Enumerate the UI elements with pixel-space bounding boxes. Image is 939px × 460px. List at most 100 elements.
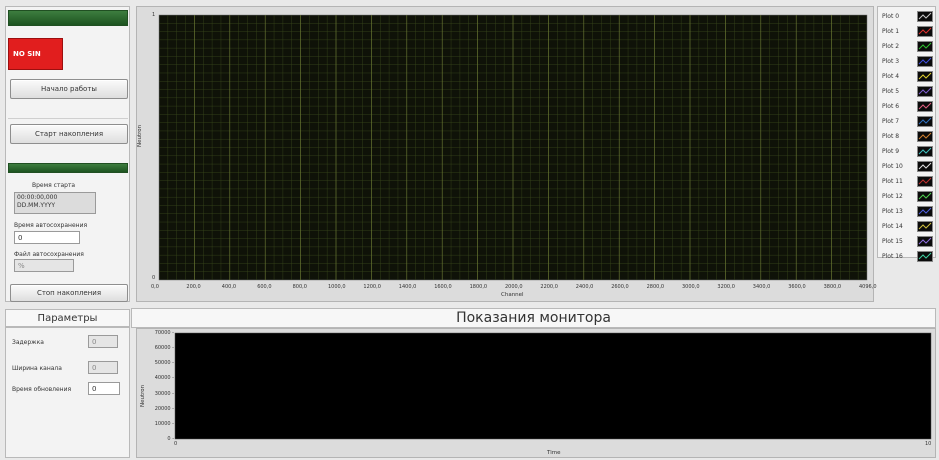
legend-swatch-icon[interactable]	[917, 236, 933, 247]
legend-item[interactable]: Plot 9	[878, 144, 935, 159]
monitor-y-tick: 0 -	[167, 436, 174, 442]
stop-accumulation-button[interactable]: Стоп накопления	[10, 284, 128, 302]
autosave-time-input[interactable]: 0	[14, 231, 80, 244]
divider	[8, 118, 128, 119]
plot-line-icon	[918, 207, 932, 215]
legend-item[interactable]: Plot 14	[878, 219, 935, 234]
legend-item-label: Plot 0	[882, 13, 900, 20]
spectrum-x-tick: 400,0	[221, 284, 237, 290]
top-status-bar	[8, 10, 128, 26]
legend-swatch-icon[interactable]	[917, 116, 933, 127]
monitor-xlabel: Time	[547, 450, 561, 456]
accumulation-status-bar	[8, 163, 128, 173]
spectrum-x-tick: 4096,0	[859, 284, 877, 290]
spectrum-x-tick: 2200,0	[540, 284, 558, 290]
legend-item[interactable]: Plot 13	[878, 204, 935, 219]
legend-item[interactable]: Plot 0	[878, 9, 935, 24]
legend-swatch-icon[interactable]	[917, 11, 933, 22]
stop-accumulation-button-label: Стоп накопления	[36, 289, 102, 297]
monitor-y-tick: 40000 -	[154, 375, 174, 382]
legend-item[interactable]: Plot 12	[878, 189, 935, 204]
legend-item[interactable]: Plot 10	[878, 159, 935, 174]
plot-line-icon	[918, 177, 932, 185]
legend-item[interactable]: Plot 2	[878, 39, 935, 54]
autosave-file-path[interactable]: %	[14, 259, 74, 272]
plot-line-icon	[918, 12, 932, 20]
legend-swatch-icon[interactable]	[917, 251, 933, 262]
spectrum-x-tick: 1200,0	[363, 284, 381, 290]
monitor-y-tick: 50000 -	[154, 360, 174, 367]
legend-swatch-icon[interactable]	[917, 221, 933, 232]
start-accumulation-button[interactable]: Старт накопления	[10, 124, 128, 144]
legend-item[interactable]: Plot 1	[878, 24, 935, 39]
legend-swatch-icon[interactable]	[917, 26, 933, 37]
legend-swatch-icon[interactable]	[917, 71, 933, 82]
plot-line-icon	[918, 72, 932, 80]
legend-item-label: Plot 6	[882, 103, 900, 110]
spectrum-x-tick: 2800,0	[646, 284, 665, 290]
legend-item-label: Plot 9	[882, 148, 900, 155]
legend-swatch-icon[interactable]	[917, 146, 933, 157]
status-led: NO SIN	[8, 38, 63, 70]
legend-item[interactable]: Plot 11	[878, 174, 935, 189]
start-accumulation-button-label: Старт накопления	[34, 130, 104, 138]
start-time-indicator: 00:00:00,000 DD.MM.YYYY	[14, 192, 96, 214]
legend-item[interactable]: Plot 4	[878, 69, 935, 84]
legend-swatch-icon[interactable]	[917, 206, 933, 217]
spectrum-graph: Neutron 1 0 0,0 200,0 400,0 600,0 800,0 1000,…	[136, 6, 877, 302]
delay-value: 0	[92, 338, 97, 346]
legend-swatch-icon[interactable]	[917, 131, 933, 142]
plot-line-icon	[918, 57, 932, 65]
plot-line-icon	[918, 162, 932, 170]
spectrum-x-tick: 2600,0	[611, 284, 629, 290]
params-title-bar: Параметры	[5, 309, 130, 327]
monitor-x-tick: 0	[174, 441, 178, 447]
spectrum-x-tick: 3400,0	[752, 284, 771, 290]
spectrum-x-tick: 1000,0	[328, 284, 346, 290]
delay-input[interactable]: 0	[88, 335, 118, 348]
legend-swatch-icon[interactable]	[917, 41, 933, 52]
monitor-title: Показания монитора	[456, 310, 611, 326]
monitor-plot-area[interactable]	[174, 332, 932, 440]
legend-swatch-icon[interactable]	[917, 176, 933, 187]
spectrum-x-tick: 3800,0	[823, 284, 842, 290]
channel-width-input[interactable]: 0	[88, 361, 118, 374]
legend-swatch-icon[interactable]	[917, 191, 933, 202]
legend-swatch-icon[interactable]	[917, 56, 933, 67]
spectrum-x-tick: 1600,0	[434, 284, 452, 290]
channel-width-value: 0	[92, 364, 97, 372]
legend-item-label: Plot 11	[882, 178, 903, 185]
spectrum-x-tick: 600,0	[257, 284, 272, 290]
update-time-input[interactable]: 0	[88, 382, 120, 395]
plot-line-icon	[918, 102, 932, 110]
legend-item-label: Plot 2	[882, 43, 900, 50]
plot-line-icon	[918, 192, 932, 200]
legend-item-label: Plot 15	[882, 238, 903, 245]
legend-item[interactable]: Plot 5	[878, 84, 935, 99]
monitor-x-tick: 10	[925, 441, 932, 447]
legend-item-label: Plot 13	[882, 208, 903, 215]
legend-item[interactable]: Plot 15	[878, 234, 935, 249]
legend-swatch-icon[interactable]	[917, 101, 933, 112]
update-time-value: 0	[92, 385, 97, 393]
autosave-time-value: 0	[18, 234, 23, 242]
monitor-y-tick: 10000 -	[154, 420, 174, 427]
plot-line-icon	[918, 42, 932, 50]
start-work-button-label: Начало работы	[41, 85, 97, 93]
legend-item-label: Plot 5	[882, 88, 900, 95]
legend-item[interactable]: Plot 16	[878, 249, 935, 264]
legend-item[interactable]: Plot 7	[878, 114, 935, 129]
legend-swatch-icon[interactable]	[917, 161, 933, 172]
legend-item-label: Plot 3	[882, 58, 900, 65]
status-led-label: NO SIN	[13, 50, 41, 58]
legend-item[interactable]: Plot 6	[878, 99, 935, 114]
legend-item[interactable]: Plot 3	[878, 54, 935, 69]
legend-swatch-icon[interactable]	[917, 86, 933, 97]
spectrum-graph-svg	[158, 14, 868, 281]
start-time-label: Время старта	[32, 182, 76, 189]
legend-item[interactable]: Plot 8	[878, 129, 935, 144]
plot-line-icon	[918, 87, 932, 95]
spectrum-x-tick: 0,0	[151, 284, 159, 290]
monitor-y-tick: 60000 -	[154, 345, 174, 352]
start-work-button[interactable]: Начало работы	[10, 79, 128, 99]
